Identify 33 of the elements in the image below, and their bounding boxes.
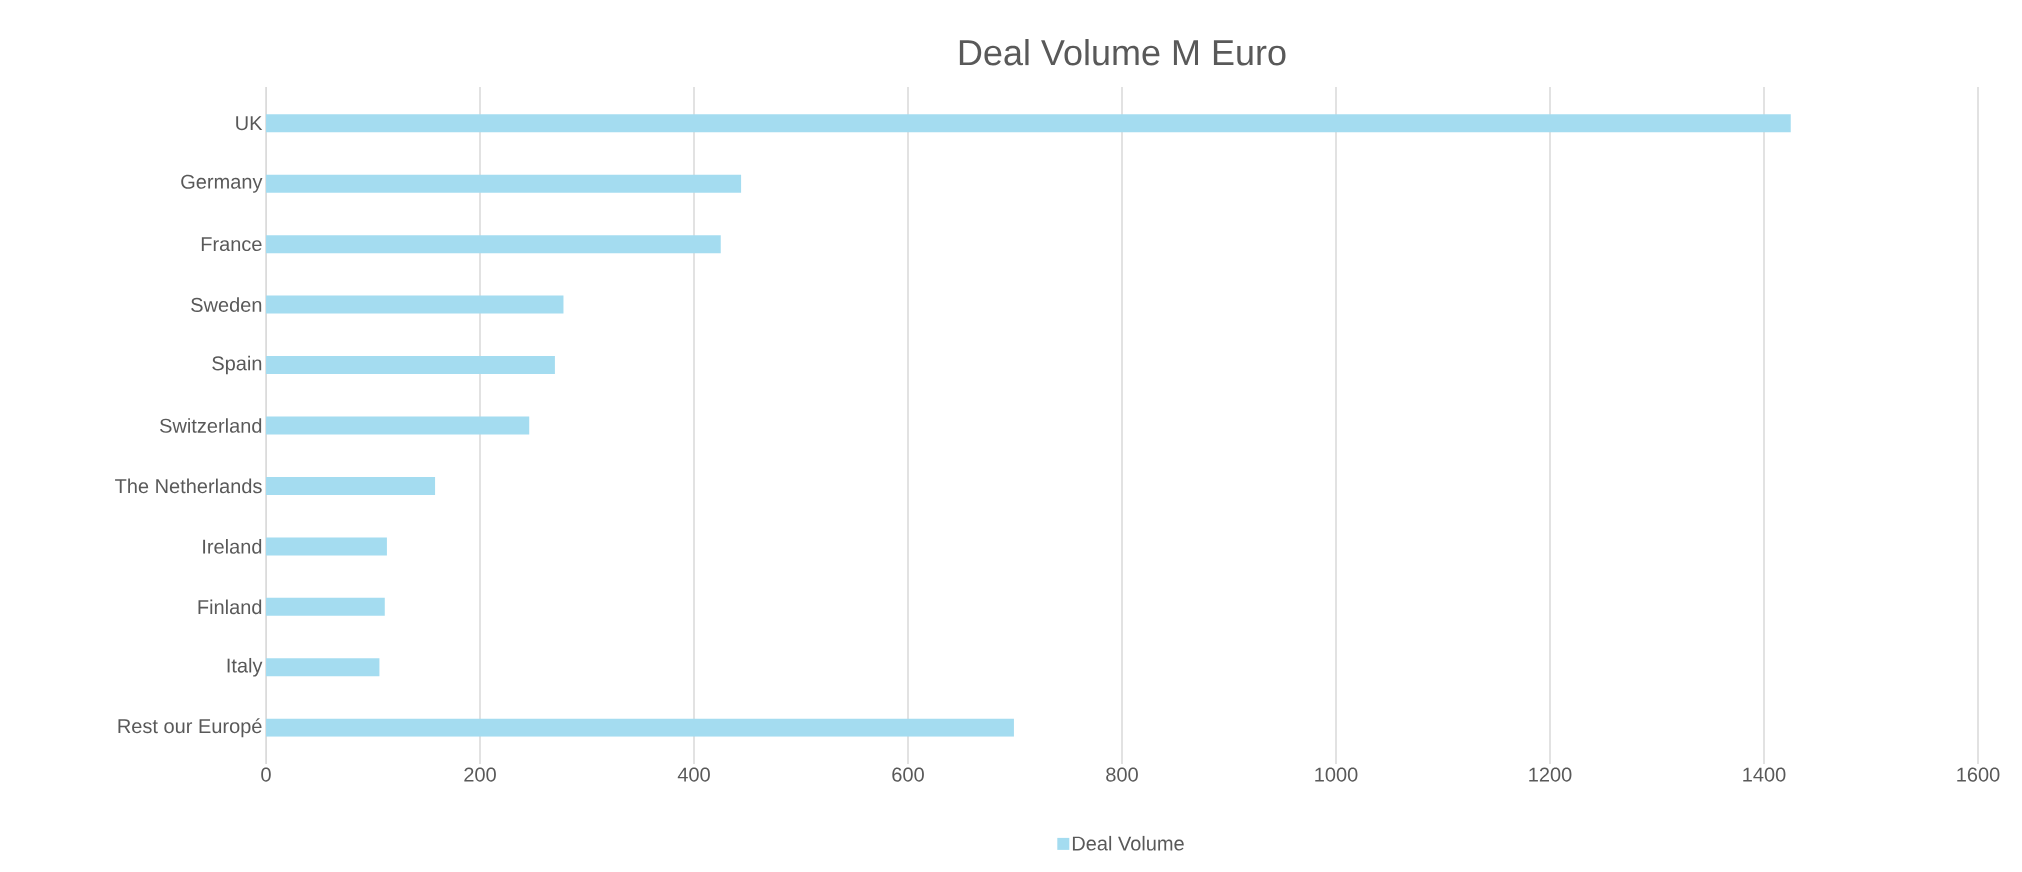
legend-label: Deal Volume xyxy=(1072,835,1184,851)
y-tick-label: The Netherlands xyxy=(115,478,262,494)
x-tick-label: 0 xyxy=(261,767,271,782)
y-tick-label: Switzerland xyxy=(160,418,262,433)
y-tick-label: Spain xyxy=(212,355,262,375)
x-tick-label: 400 xyxy=(677,767,710,782)
bar xyxy=(266,597,385,616)
bar xyxy=(266,114,1791,133)
y-tick-label: UK xyxy=(236,116,263,131)
bar xyxy=(266,537,387,556)
x-tick-label: 1600 xyxy=(1957,767,2000,782)
y-tick-label: Ireland xyxy=(203,539,262,554)
y-tick-label: Sweden xyxy=(191,297,262,312)
bar xyxy=(266,476,436,495)
y-tick-label: France xyxy=(201,237,262,252)
chart-title: Deal Volume M Euro xyxy=(959,39,1286,66)
x-tick-label: 200 xyxy=(464,767,496,782)
x-tick-label: 1000 xyxy=(1315,767,1358,782)
bar xyxy=(266,174,742,193)
y-tick-label: Italy xyxy=(227,657,263,677)
bar xyxy=(266,718,1014,737)
bar xyxy=(266,235,721,254)
y-tick-label: Finland xyxy=(198,599,262,615)
x-tick-label: 1400 xyxy=(1743,767,1786,782)
y-tick-label: Germany xyxy=(181,174,263,193)
x-tick-label: 600 xyxy=(892,767,924,782)
bar xyxy=(266,356,555,375)
x-tick-label: 1200 xyxy=(1529,767,1572,782)
bar xyxy=(266,658,380,677)
y-tick-label: Rest our Europé xyxy=(118,718,262,738)
bar xyxy=(266,295,564,314)
bar xyxy=(266,416,530,435)
x-tick-label: 800 xyxy=(1106,767,1138,782)
